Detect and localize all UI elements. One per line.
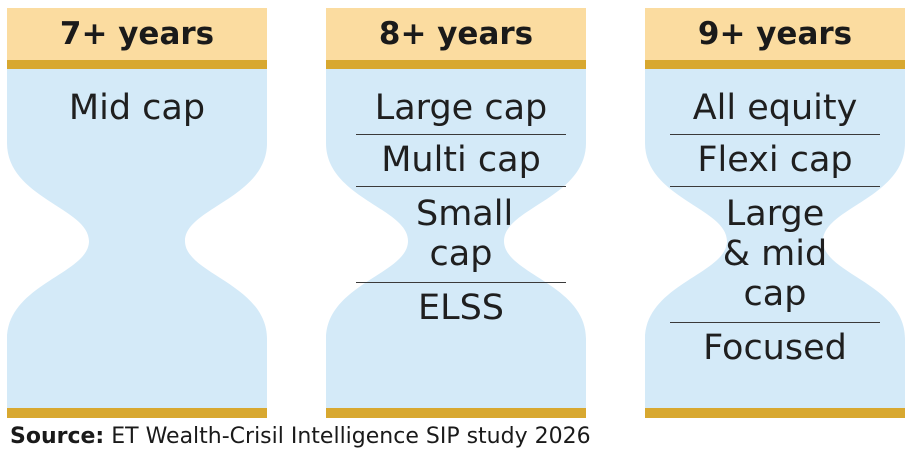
column-header: 9+ years bbox=[697, 16, 853, 52]
top-bar bbox=[326, 60, 586, 69]
header-band bbox=[645, 8, 905, 60]
category-item: All equity bbox=[670, 83, 880, 135]
source-note: Source: ET Wealth-Crisil Intelligence SI… bbox=[10, 424, 591, 449]
category-list: Mid cap bbox=[32, 83, 242, 134]
glass-body bbox=[7, 69, 267, 408]
category-list: All equity Flexi cap Large & mid cap Foc… bbox=[670, 83, 880, 374]
glass-body bbox=[326, 69, 586, 408]
category-item-text: Large & mid cap bbox=[722, 194, 828, 314]
category-item: Large & mid cap bbox=[670, 187, 880, 323]
source-text: ET Wealth-Crisil Intelligence SIP study … bbox=[111, 424, 591, 449]
top-bar bbox=[7, 60, 267, 69]
category-item: Large cap bbox=[356, 83, 566, 135]
hourglass-shape bbox=[645, 8, 905, 418]
category-item: ELSS bbox=[417, 288, 505, 328]
hourglass-shape bbox=[326, 8, 586, 418]
category-item: Flexi cap bbox=[670, 135, 880, 187]
column-header: 8+ years bbox=[378, 16, 534, 52]
source-label: Source: bbox=[10, 424, 105, 449]
category-item-text: Small cap bbox=[416, 194, 514, 274]
glass-body bbox=[645, 69, 905, 408]
header-band bbox=[7, 8, 267, 60]
top-bar bbox=[645, 60, 905, 69]
hourglass-9-years: 9+ years All equity Flexi cap Large & mi… bbox=[645, 8, 905, 418]
category-item: Multi cap bbox=[356, 135, 566, 187]
bottom-bar bbox=[326, 408, 586, 418]
category-item: Mid cap bbox=[68, 88, 206, 128]
hourglass-shape bbox=[7, 8, 267, 418]
hourglass-8-years: 8+ years Large cap Multi cap Small cap E… bbox=[326, 8, 586, 418]
hourglass-7-years: 7+ years Mid cap bbox=[7, 8, 267, 418]
header-band bbox=[326, 8, 586, 60]
bottom-bar bbox=[645, 408, 905, 418]
category-item: Focused bbox=[703, 328, 847, 368]
category-list: Large cap Multi cap Small cap ELSS bbox=[356, 83, 566, 334]
bottom-bar bbox=[7, 408, 267, 418]
category-item: Small cap bbox=[356, 187, 566, 283]
column-header: 7+ years bbox=[59, 16, 215, 52]
